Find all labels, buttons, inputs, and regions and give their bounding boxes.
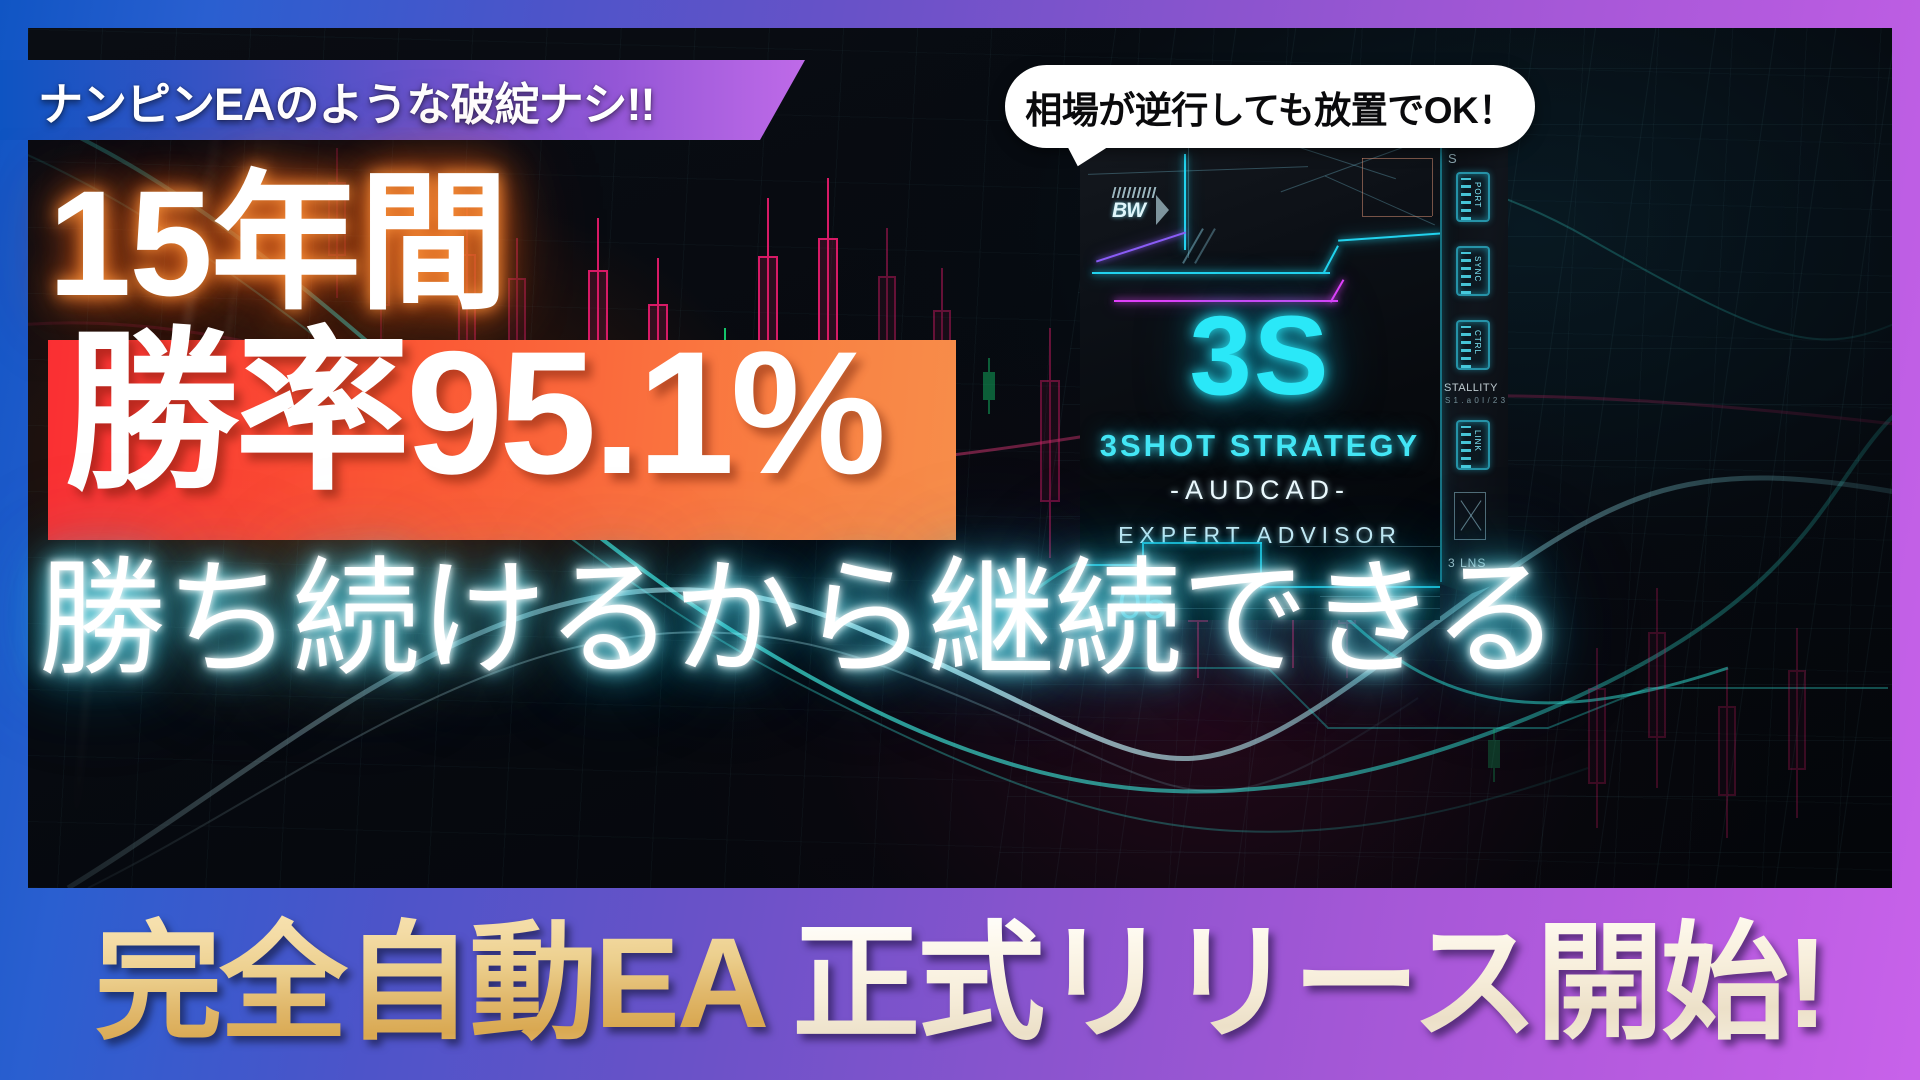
side-chip: LINK — [1456, 420, 1490, 470]
logo-bars — [1111, 187, 1159, 198]
bottom-banner: 完全自動EA 正式リリース開始! — [0, 888, 1920, 1080]
product-code: 05 — [1118, 580, 1169, 620]
logo-arrow-icon — [1156, 195, 1169, 225]
product-package: 2 3 S T S PORT SYNC CTRL STALLITY S 1 . … — [1058, 118, 1528, 630]
side-chip: PORT — [1456, 172, 1490, 222]
ribbon-label: ナンピンEAのような破綻ナシ!! — [38, 78, 655, 130]
product-strategy: 3SHOT STRATEGY — [1099, 428, 1421, 463]
side-chip: SYNC — [1456, 246, 1490, 296]
win-rate-highlight-box: 勝率95.1% — [48, 326, 956, 540]
headline-line-1: 15年間 — [48, 159, 509, 327]
chart-stage — [28, 28, 1892, 888]
product-pair: -AUDCAD- — [1170, 475, 1350, 505]
package-front-face: BW 3S 3SHOT STRATEGY -AUDCAD- EXPERT ADV… — [1080, 140, 1440, 620]
side-mid-label: STALLITY — [1444, 382, 1498, 394]
side-mid-sublabel: S 1 . a 0 I / 2 3 — [1445, 396, 1506, 405]
brand-logo: BW — [1110, 185, 1169, 227]
speech-bubble-label: 相場が逆行しても放置でOK！ — [1025, 89, 1515, 131]
package-side-face: 2 3 S T S PORT SYNC CTRL STALLITY S 1 . … — [1440, 124, 1508, 594]
product-model: 3S — [1189, 293, 1331, 418]
top-ribbon-badge: ナンピンEAのような破綻ナシ!! — [0, 60, 805, 140]
bottom-gold-text: 完全自動EA — [94, 912, 769, 1055]
side-chip: CTRL — [1456, 320, 1490, 370]
headline-line-2: 勝率95.1% — [64, 316, 886, 511]
side-bottom-label: 3 LNS — [1448, 556, 1487, 570]
headline-line-3: 勝ち続けるから継続できる — [38, 549, 1560, 691]
speech-bubble-tail — [1061, 140, 1111, 170]
logo-text: BW — [1112, 199, 1146, 222]
speech-bubble: 相場が逆行しても放置でOK！ — [1005, 65, 1535, 170]
bottom-banner-text: 完全自動EA 正式リリース開始! — [94, 920, 1828, 1048]
bottom-cream-text: 正式リリース開始! — [792, 912, 1828, 1055]
side-x-marker — [1454, 492, 1486, 540]
